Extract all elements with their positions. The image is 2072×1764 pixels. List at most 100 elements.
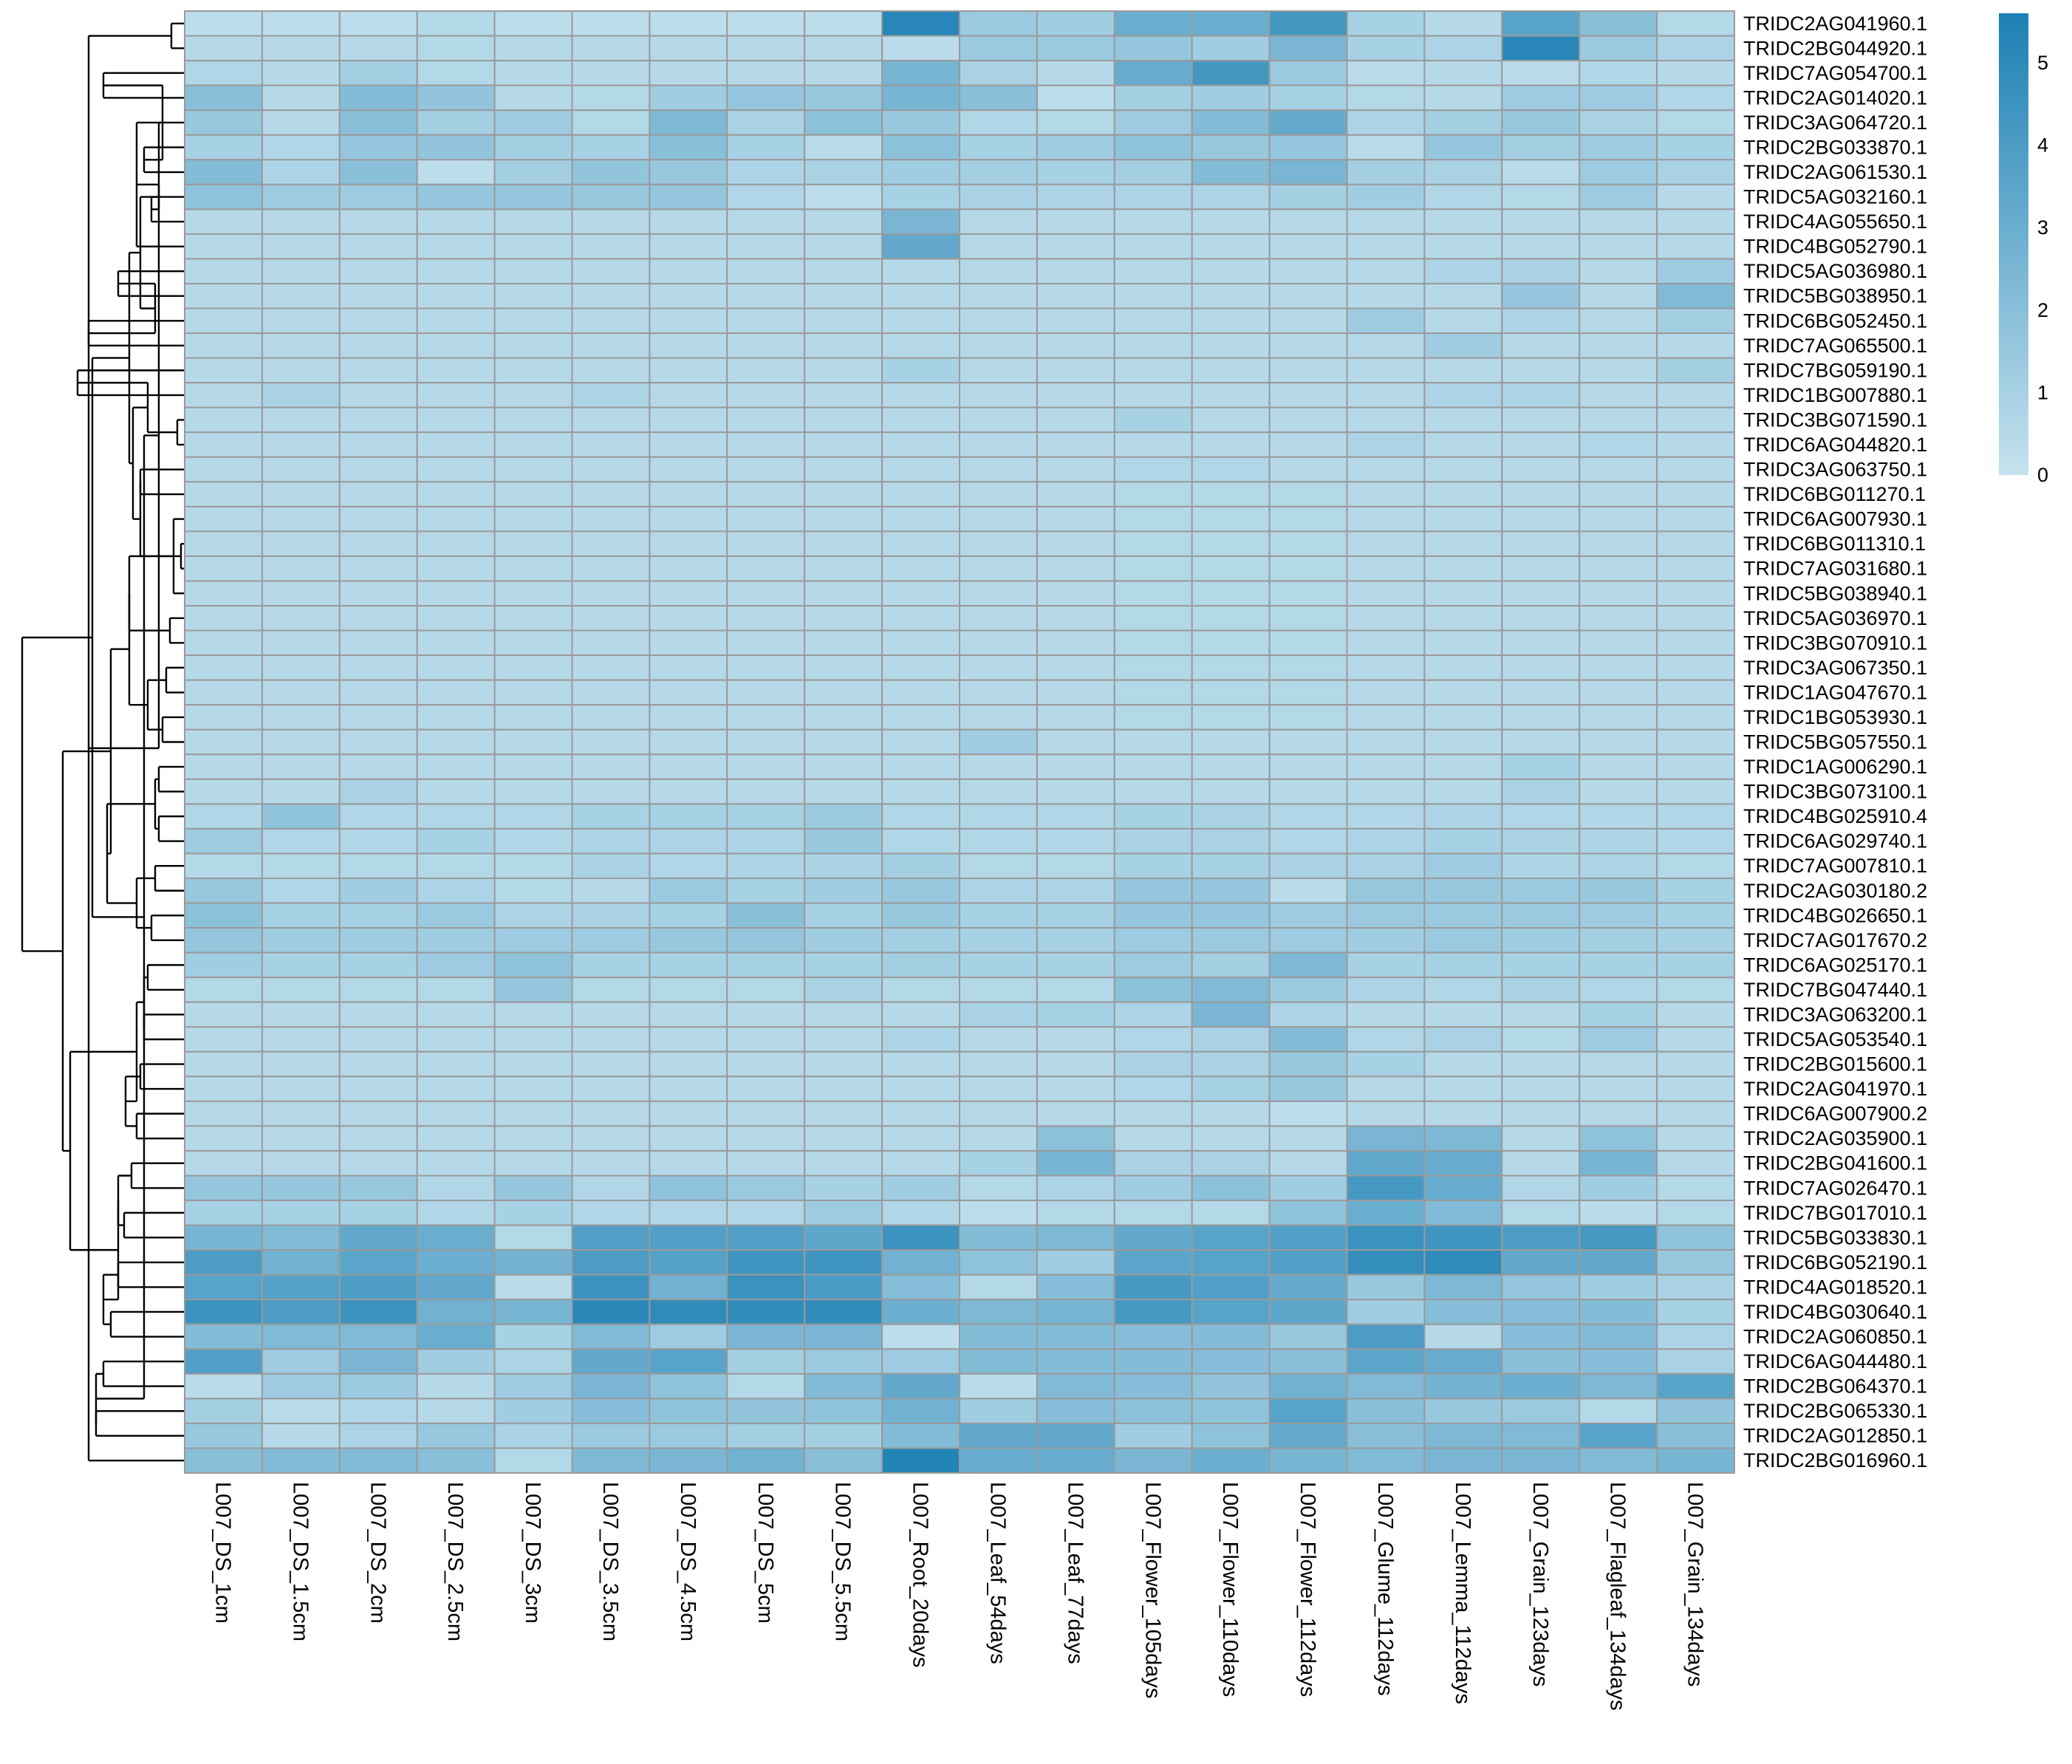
heatmap-cell: [493, 1274, 573, 1301]
heatmap-cell: [649, 134, 728, 161]
heatmap-cell: [1501, 852, 1581, 879]
heatmap-cell: [416, 307, 496, 335]
heatmap-cell: [1268, 1125, 1348, 1152]
heatmap-cell: [1656, 679, 1736, 706]
heatmap-cell: [493, 183, 573, 211]
heatmap-cell: [184, 728, 263, 756]
heatmap-cell: [804, 1050, 883, 1078]
heatmap-cell: [1423, 1398, 1503, 1424]
heatmap-cell: [571, 183, 651, 211]
heatmap-cell: [338, 728, 418, 756]
heatmap-cell: [881, 1125, 960, 1152]
heatmap-cell: [649, 530, 728, 557]
heatmap-cell: [1113, 555, 1193, 582]
heatmap-cell: [1346, 1323, 1426, 1350]
heatmap-cell: [804, 208, 883, 235]
heatmap-cell: [1656, 456, 1736, 483]
heatmap-cell: [959, 1001, 1038, 1028]
heatmap-cell: [1501, 431, 1581, 458]
heatmap-cell: [184, 1372, 263, 1400]
heatmap-cell: [1191, 778, 1271, 805]
heatmap-cell: [1191, 902, 1271, 929]
heatmap-cell: [261, 1149, 341, 1177]
heatmap-cell: [416, 1125, 496, 1152]
heatmap-cell: [726, 382, 806, 408]
column-label: L007_DS_5.5cm: [831, 1482, 855, 1641]
heatmap-cell: [1191, 357, 1271, 384]
heatmap-cell: [571, 481, 651, 507]
heatmap-cell: [1113, 1274, 1193, 1301]
heatmap-cell: [881, 1100, 960, 1127]
heatmap-cell: [1579, 282, 1658, 310]
heatmap-cell: [1346, 109, 1426, 136]
heatmap-cell: [726, 60, 806, 86]
heatmap-cell: [1113, 307, 1193, 335]
heatmap-cell: [1346, 1447, 1426, 1474]
heatmap-cell: [184, 877, 263, 904]
heatmap-cell: [804, 827, 883, 855]
heatmap-cell: [649, 35, 728, 62]
heatmap-cell: [261, 60, 341, 86]
heatmap-cell: [1113, 1125, 1193, 1152]
heatmap-cell: [649, 1249, 728, 1276]
heatmap-cell: [493, 456, 573, 483]
heatmap-cell: [1579, 1299, 1658, 1325]
heatmap-cell: [1113, 357, 1193, 384]
heatmap-cell: [1113, 1200, 1193, 1226]
heatmap-cell: [493, 1076, 573, 1102]
heatmap-cell: [1113, 1348, 1193, 1375]
heatmap-cell: [1036, 159, 1115, 185]
heatmap-cell: [1423, 1372, 1503, 1400]
heatmap-cell: [1191, 60, 1271, 86]
heatmap-cell: [416, 977, 496, 1003]
heatmap-cell: [1268, 505, 1348, 533]
heatmap-cell: [1656, 1323, 1736, 1350]
row-label: TRIDC6AG044820.1: [1743, 434, 1927, 456]
heatmap-cell: [1191, 1323, 1271, 1350]
heatmap-cell: [1579, 1422, 1658, 1449]
heatmap-cell: [261, 704, 341, 731]
heatmap-cell: [804, 555, 883, 582]
heatmap-cell: [493, 704, 573, 731]
heatmap-cell: [1191, 1249, 1271, 1276]
heatmap-cell: [1656, 827, 1736, 855]
heatmap-cell: [261, 1323, 341, 1350]
heatmap-cell: [338, 654, 418, 681]
row-label: TRIDC7BG047440.1: [1743, 979, 1927, 1001]
heatmap-cell: [649, 1422, 728, 1449]
heatmap-cell: [416, 902, 496, 929]
legend-tick-label: 5: [2037, 52, 2048, 74]
row-label: TRIDC5AG053540.1: [1743, 1028, 1927, 1050]
heatmap-cell: [649, 803, 728, 830]
heatmap-cell: [804, 109, 883, 136]
heatmap-cell: [1036, 1175, 1115, 1202]
heatmap-cell: [493, 902, 573, 929]
heatmap-cell: [1579, 1076, 1658, 1102]
heatmap-cell: [184, 605, 263, 632]
heatmap-cell: [1346, 60, 1426, 86]
heatmap-cell: [1191, 728, 1271, 756]
heatmap-cell: [493, 431, 573, 458]
heatmap-cell: [1656, 704, 1736, 731]
heatmap-cell: [184, 84, 263, 112]
heatmap-cell: [261, 406, 341, 434]
heatmap-cell: [1036, 1076, 1115, 1102]
heatmap-cell: [804, 233, 883, 260]
heatmap-cell: [571, 84, 651, 112]
heatmap-cell: [804, 580, 883, 607]
heatmap-cell: [1191, 1026, 1271, 1053]
heatmap-cell: [881, 208, 960, 235]
heatmap-cell: [1346, 431, 1426, 458]
heatmap-cell: [1268, 1100, 1348, 1127]
heatmap-cell: [571, 530, 651, 557]
heatmap-cell: [881, 1175, 960, 1202]
heatmap-cell: [1036, 208, 1115, 235]
heatmap-cell: [649, 1100, 728, 1127]
heatmap-cell: [649, 1274, 728, 1301]
heatmap-cell: [1501, 35, 1581, 62]
heatmap-cell: [881, 406, 960, 434]
heatmap-cell: [726, 208, 806, 235]
heatmap-cell: [1501, 1348, 1581, 1375]
heatmap-cell: [416, 1348, 496, 1375]
heatmap-cell: [338, 1149, 418, 1177]
